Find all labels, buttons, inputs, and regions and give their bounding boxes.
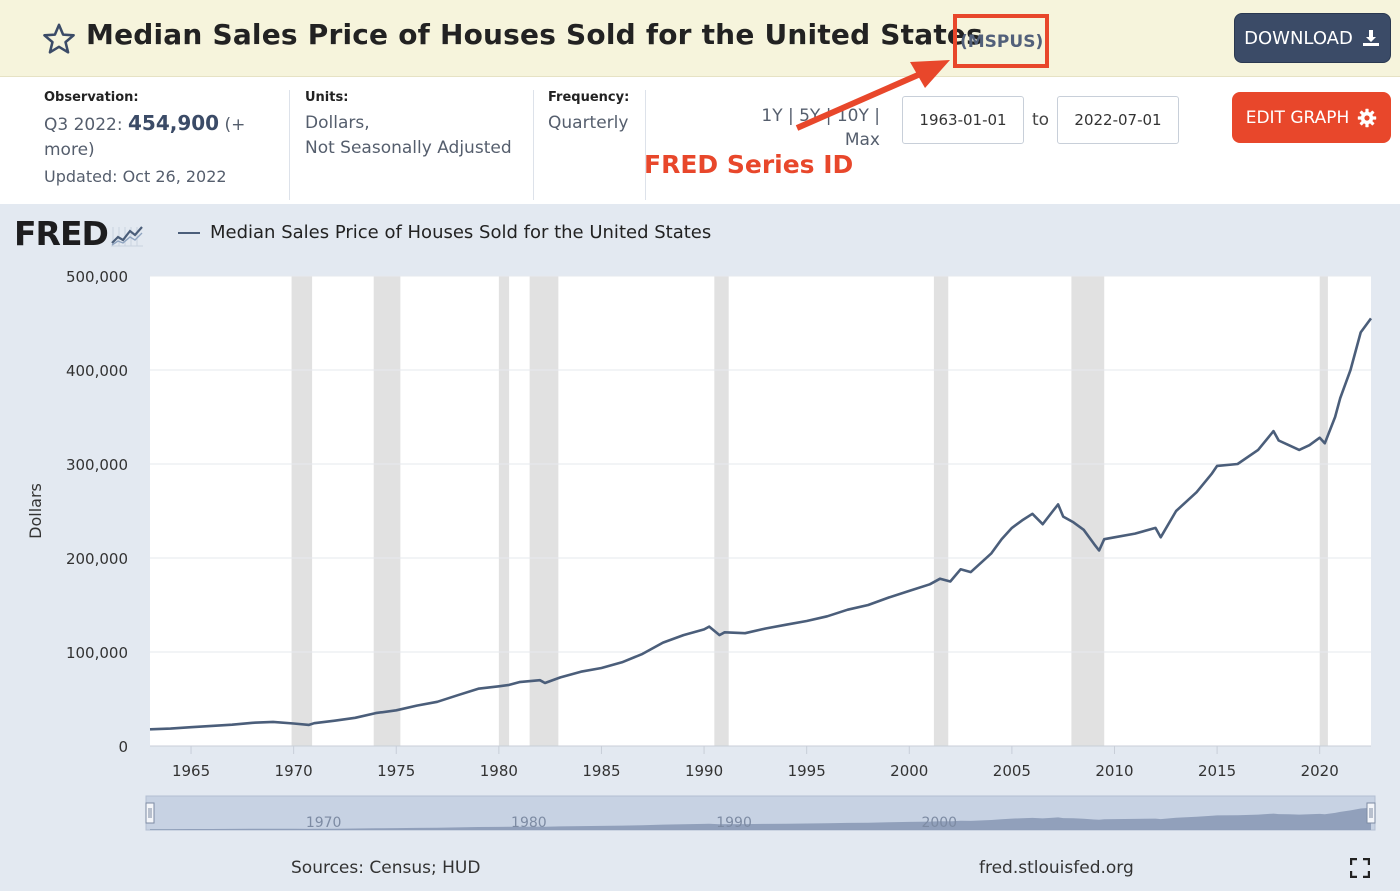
y-axis-label: Dollars [26,483,45,539]
start-date-input[interactable]: 1963-01-01 [902,96,1024,144]
observation-value: 454,900 [128,111,220,135]
recession-band [714,276,729,746]
observation-more-link[interactable]: (+ [224,115,246,135]
frequency-block: Frequency: Quarterly [548,90,648,136]
y-tick-label: 100,000 [66,644,128,662]
title-bar: Median Sales Price of Houses Sold for th… [0,0,1400,77]
x-tick-label: 1980 [480,762,518,780]
fred-logo: FRED [14,216,144,252]
divider [645,90,646,200]
annotation-label: FRED Series ID [644,150,854,179]
x-tick-label: 1965 [172,762,210,780]
x-tick-label: 1985 [582,762,620,780]
recession-band [529,276,559,746]
fred-logo-text: FRED [14,214,109,253]
navigator-handle[interactable] [145,802,155,824]
x-tick-label: 2005 [993,762,1031,780]
chart-panel: FRED Median Sales Price of Houses Sold f… [0,204,1400,891]
recession-band [373,276,401,746]
x-tick-label: 1995 [788,762,826,780]
y-tick-label: 0 [118,738,128,756]
series-id: (MSPUS) [960,32,1044,52]
edit-graph-button[interactable]: EDIT GRAPH [1232,92,1391,143]
observation-block: Observation: Q3 2022: 454,900 (+ more) U… [44,90,280,186]
recession-band [933,276,949,746]
navigator-series [150,807,1371,830]
end-date-input[interactable]: 2022-07-01 [1057,96,1179,144]
legend-swatch [178,231,200,234]
download-button[interactable]: DOWNLOAD [1234,13,1391,63]
line-chart: 0 100,000 200,000 300,000 400,000 500,000 1965… [26,268,1376,831]
y-tick-label: 200,000 [66,550,128,568]
y-tick-label: 400,000 [66,362,128,380]
x-tick-label: 2015 [1198,762,1236,780]
fullscreen-icon[interactable] [1350,858,1370,878]
divider [533,90,534,200]
frequency-label: Frequency: [548,90,630,105]
x-tick-label: 2020 [1301,762,1339,780]
x-tick-label: 1975 [377,762,415,780]
x-tick-label: 1970 [275,762,313,780]
to-label: to [1032,110,1050,130]
navigator-label: 1980 [511,815,547,831]
series-meta: Observation: Q3 2022: 454,900 (+ more) U… [0,78,1400,204]
observation-label: Observation: [44,90,139,105]
sources-text: Sources: Census; HUD [291,858,481,878]
divider [289,90,290,200]
x-tick-label: 2010 [1095,762,1133,780]
observation-period: Q3 2022: [44,115,123,135]
chart-legend: Median Sales Price of Houses Sold for th… [178,222,711,243]
observation-more-link-2[interactable]: more) [44,140,95,160]
annotation-highlight-box [953,14,1049,68]
plot-area [150,276,1371,746]
legend-label: Median Sales Price of Houses Sold for th… [210,222,712,243]
page-title: Median Sales Price of Houses Sold for th… [86,18,983,51]
y-tick-label: 300,000 [66,456,128,474]
star-icon[interactable] [42,22,76,56]
x-tick-label: 1990 [685,762,723,780]
x-tick-label: 2000 [890,762,928,780]
series-line [149,317,1373,731]
edit-graph-label: EDIT GRAPH [1245,107,1350,128]
updated-date: Updated: Oct 26, 2022 [44,167,227,186]
frequency-value[interactable]: Quarterly [548,113,629,133]
gear-icon [1358,108,1377,127]
navigator-label: 1970 [306,815,342,831]
range-links-line1[interactable]: 1Y | 5Y | 10Y | [761,106,880,126]
navigator-label: 2000 [921,815,957,831]
recession-band [1319,276,1328,746]
range-links: 1Y | 5Y | 10Y | Max [740,104,880,152]
units-block: Units: Dollars, Not Seasonally Adjusted [305,90,529,161]
units-line2: Not Seasonally Adjusted [305,138,512,158]
recession-band [498,276,510,746]
y-tick-label: 500,000 [66,268,128,286]
download-icon [1362,30,1379,46]
navigator-handle[interactable] [1366,802,1376,824]
range-max-link[interactable]: Max [844,130,880,150]
units-label: Units: [305,90,349,105]
navigator-label: 1990 [716,815,752,831]
recession-band [1071,276,1105,746]
units-line1: Dollars, [305,113,370,133]
observation-line: Q3 2022: 454,900 (+ more) [44,111,280,163]
download-label: DOWNLOAD [1244,27,1353,49]
chart-logo-icon [110,226,143,247]
recession-band [291,276,313,746]
source-url[interactable]: fred.stlouisfed.org [979,858,1134,878]
